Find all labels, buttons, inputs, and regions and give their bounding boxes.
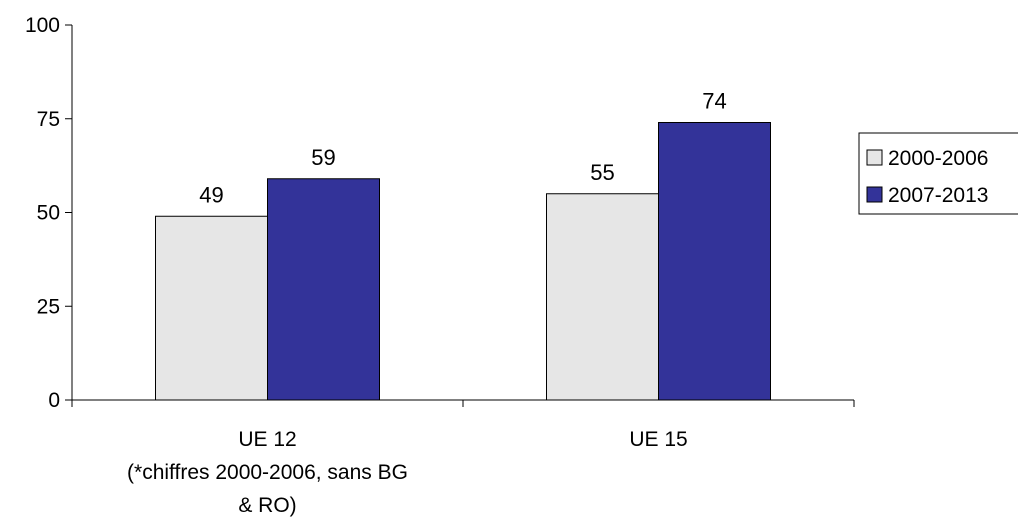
chart-labels: 49 59 UE 12 (*chiffres 2000-2006, sans BG & …	[127, 89, 727, 518]
data-label: 49	[199, 182, 223, 207]
data-label: 59	[311, 145, 335, 170]
legend-box	[858, 132, 1018, 215]
y-tick-label: 100	[25, 14, 60, 37]
bar	[658, 122, 771, 401]
legend-swatch	[866, 186, 883, 203]
data-label: 55	[590, 160, 614, 185]
y-tick-label: 50	[37, 202, 60, 225]
legend-label: 2000-2006	[888, 147, 988, 170]
bar	[267, 178, 380, 401]
x-tick-label: UE 12	[238, 428, 296, 451]
chart-legend: 2000-2006 2007-2013	[858, 132, 1018, 215]
x-tick-label: (*chiffres 2000-2006, sans BG	[127, 461, 408, 484]
bar	[155, 215, 268, 401]
legend-swatch	[866, 149, 883, 166]
bar	[546, 193, 659, 401]
y-tick-label: 0	[48, 389, 60, 412]
chart-bars	[155, 122, 771, 401]
y-tick-label: 75	[37, 108, 60, 131]
y-tick-label: 25	[37, 295, 60, 318]
legend-label: 2007-2013	[888, 184, 988, 207]
x-tick-label: & RO)	[238, 494, 296, 517]
data-label: 74	[702, 89, 726, 114]
x-tick-label: UE 15	[629, 428, 687, 451]
